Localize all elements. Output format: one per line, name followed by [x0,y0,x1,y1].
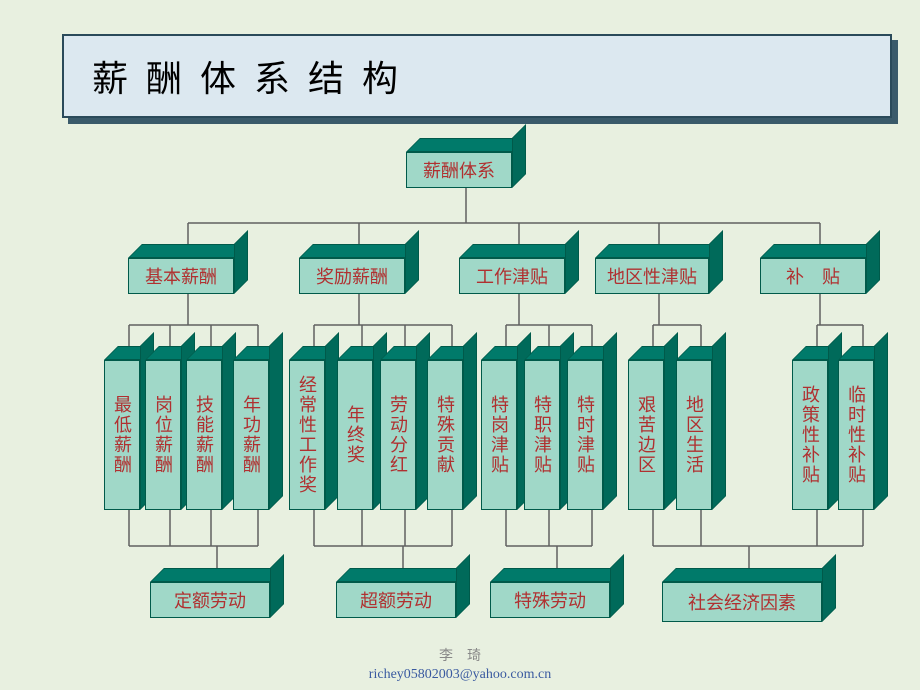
node-c1: 基本薪酬 [128,258,234,294]
node-label: 经常性工作奖 [289,360,325,510]
node-label: 特岗津贴 [481,360,517,510]
node-label: 年功薪酬 [233,360,269,510]
node-c5: 补 贴 [760,258,866,294]
node-c2: 奖励薪酬 [299,258,405,294]
node-label: 超额劳动 [336,582,456,618]
node-g10: 特职津贴 [524,360,560,510]
node-label: 补 贴 [760,258,866,294]
node-label: 工作津贴 [459,258,565,294]
node-g5: 经常性工作奖 [289,360,325,510]
node-g3: 技能薪酬 [186,360,222,510]
slide-title: 薪酬体系结构 [62,34,892,118]
node-label: 地区生活 [676,360,712,510]
footer-email: richey05802003@yahoo.com.cn [0,666,920,684]
node-label: 定额劳动 [150,582,270,618]
node-c3: 工作津贴 [459,258,565,294]
node-b3: 特殊劳动 [490,582,610,618]
node-g6: 年终奖 [337,360,373,510]
node-label: 特殊劳动 [490,582,610,618]
node-g4: 年功薪酬 [233,360,269,510]
node-label: 特职津贴 [524,360,560,510]
node-g11: 特时津贴 [567,360,603,510]
node-label: 奖励薪酬 [299,258,405,294]
node-b2: 超额劳动 [336,582,456,618]
node-label: 地区性津贴 [595,258,709,294]
node-label: 最低薪酬 [104,360,140,510]
node-c4: 地区性津贴 [595,258,709,294]
node-g15: 临时性补贴 [838,360,874,510]
node-g2: 岗位薪酬 [145,360,181,510]
node-label: 基本薪酬 [128,258,234,294]
node-g8: 特殊贡献 [427,360,463,510]
node-label: 临时性补贴 [838,360,874,510]
node-label: 政策性补贴 [792,360,828,510]
node-label: 艰苦边区 [628,360,664,510]
slide-title-box: 薪酬体系结构 [38,20,916,132]
node-b4: 社会经济因素 [662,582,822,622]
node-g13: 地区生活 [676,360,712,510]
node-g7: 劳动分红 [380,360,416,510]
node-label: 特时津贴 [567,360,603,510]
node-g9: 特岗津贴 [481,360,517,510]
footer-author: 李 琦 [0,648,920,666]
node-b1: 定额劳动 [150,582,270,618]
node-label: 年终奖 [337,360,373,510]
node-g1: 最低薪酬 [104,360,140,510]
node-label: 劳动分红 [380,360,416,510]
node-label: 岗位薪酬 [145,360,181,510]
node-g14: 政策性补贴 [792,360,828,510]
node-root: 薪酬体系 [406,152,512,188]
slide-footer: 李 琦 richey05802003@yahoo.com.cn [0,648,920,684]
node-label: 技能薪酬 [186,360,222,510]
node-label: 特殊贡献 [427,360,463,510]
node-g12: 艰苦边区 [628,360,664,510]
node-label: 社会经济因素 [662,582,822,622]
node-label: 薪酬体系 [406,152,512,188]
